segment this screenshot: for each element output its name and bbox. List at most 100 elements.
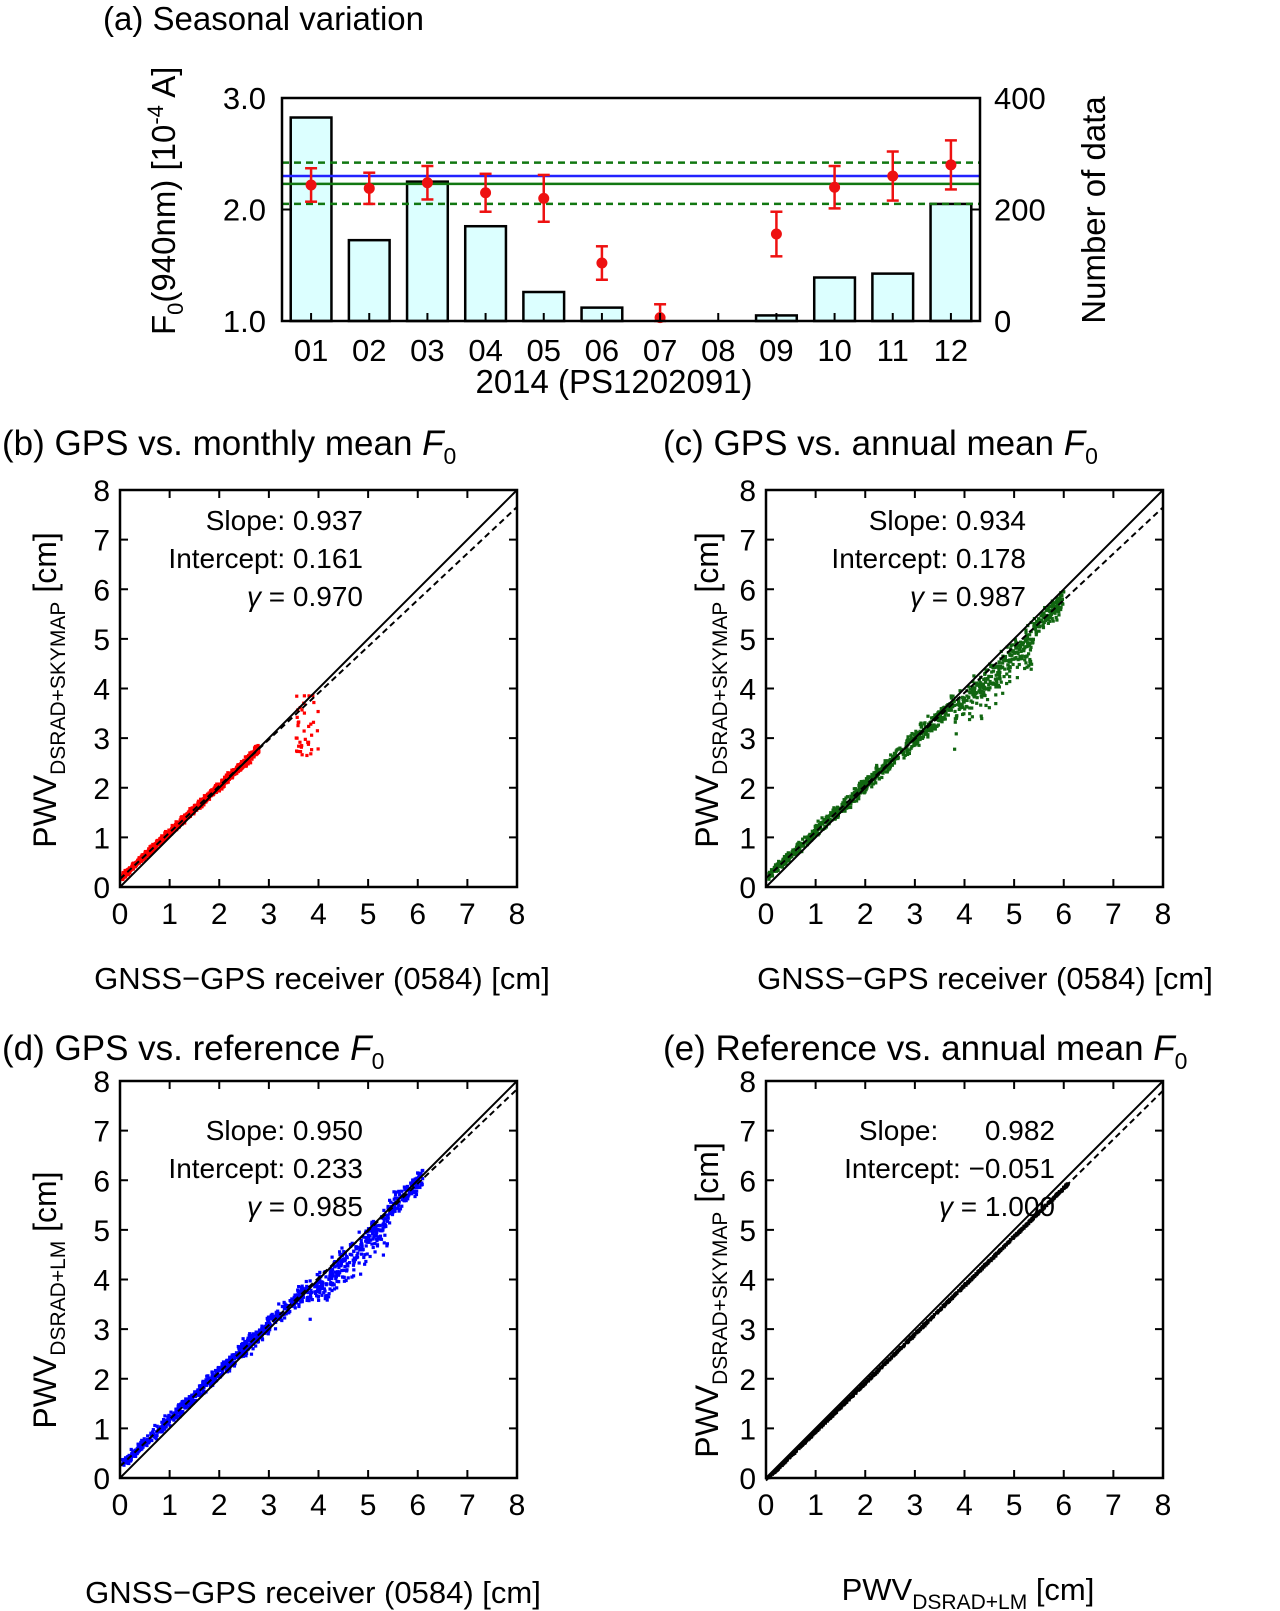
scatter-point xyxy=(923,730,927,734)
scatter-point xyxy=(185,1404,189,1408)
scatter-point xyxy=(315,729,320,733)
scatter-point xyxy=(146,853,150,857)
scatter-point xyxy=(204,1380,208,1384)
scatter-point xyxy=(305,1296,309,1300)
scatter-point xyxy=(983,677,987,681)
scatter-point xyxy=(997,664,1002,668)
scatter-point xyxy=(371,1228,375,1232)
scatter-point xyxy=(812,1431,816,1435)
scatter-point xyxy=(318,1291,322,1295)
x-tick-label: 08 xyxy=(701,333,735,368)
scatter-point xyxy=(417,1175,421,1179)
scatter-point xyxy=(270,1317,274,1321)
x-tick-label: 4 xyxy=(956,1489,973,1522)
scatter-point xyxy=(342,1250,346,1254)
scatter-point xyxy=(271,1314,276,1318)
scatter-point xyxy=(876,775,880,779)
scatter-point xyxy=(342,1279,347,1283)
scatter-point xyxy=(962,712,966,716)
scatter-point xyxy=(386,1216,390,1220)
scatter-point xyxy=(955,714,959,718)
scatter-point xyxy=(311,720,316,724)
scatter-point xyxy=(827,1417,831,1421)
scatter-point xyxy=(787,851,791,855)
scatter-point xyxy=(414,1192,419,1197)
scatter-point xyxy=(874,781,878,785)
scatter-point xyxy=(1025,635,1029,639)
scatter-point xyxy=(880,764,884,768)
scatter-point xyxy=(224,1362,228,1366)
scatter-point xyxy=(937,710,941,714)
scatter-point xyxy=(1040,611,1045,616)
scatter-point xyxy=(949,696,954,700)
scatter-point xyxy=(1023,646,1027,650)
scatter-point xyxy=(134,1454,138,1459)
scatter-point xyxy=(820,816,824,820)
regression-line xyxy=(765,506,1164,879)
scatter-point xyxy=(328,1282,332,1286)
scatter-point xyxy=(332,1287,337,1291)
scatter-point xyxy=(316,747,320,751)
scatter-point xyxy=(346,1276,350,1280)
y-tick-label: 8 xyxy=(739,475,756,508)
scatter-point xyxy=(176,1414,180,1418)
one-to-one-line xyxy=(765,489,1164,888)
scatter-point xyxy=(928,1318,932,1322)
scatter-point xyxy=(307,694,311,698)
scatter-point xyxy=(285,1304,289,1308)
scatter-point xyxy=(935,724,939,728)
scatter-point xyxy=(298,1293,302,1297)
x-tick-label: 11 xyxy=(877,333,909,368)
scatter-point xyxy=(958,689,962,693)
scatter-point xyxy=(963,707,967,711)
scatter-point xyxy=(178,1413,182,1417)
scatter-point xyxy=(1006,667,1010,671)
scatter-point xyxy=(121,870,125,875)
scatter-point xyxy=(986,676,990,681)
scatter-point xyxy=(248,1343,253,1347)
scatter-point xyxy=(400,1189,404,1193)
scatter-point xyxy=(252,753,256,757)
scatter-point xyxy=(1057,613,1061,617)
scatter-point xyxy=(187,1395,191,1399)
scatter-point xyxy=(376,1235,380,1239)
scatter-point xyxy=(172,1411,177,1415)
scatter-point xyxy=(904,741,908,746)
scatter-point xyxy=(230,1353,234,1357)
scatter-point xyxy=(220,779,224,783)
panel-d-x-label: GNSS−GPS receiver (0584) [cm] xyxy=(85,1575,541,1610)
scatter-point xyxy=(980,695,984,699)
scatter-point xyxy=(877,777,881,781)
x-tick-label: 4 xyxy=(956,898,973,931)
scatter-point xyxy=(961,700,966,704)
scatter-point xyxy=(990,670,994,674)
scatter-point xyxy=(1028,657,1032,662)
point-11 xyxy=(887,170,899,182)
scatter-point xyxy=(1060,597,1064,601)
scatter-point xyxy=(833,1411,837,1415)
scatter-point xyxy=(308,1317,312,1321)
scatter-point xyxy=(152,1434,156,1438)
scatter-point xyxy=(998,674,1002,678)
scatter-point xyxy=(919,721,923,725)
scatter-point xyxy=(386,1205,390,1210)
scatter-point xyxy=(253,747,258,752)
scatter-point xyxy=(883,759,887,763)
scatter-point xyxy=(328,1274,332,1278)
scatter-point xyxy=(200,1392,204,1396)
scatter-point xyxy=(130,1451,134,1456)
scatter-point xyxy=(817,822,821,827)
scatter-point xyxy=(303,737,307,741)
scatter-point xyxy=(314,1294,319,1298)
scatter-point xyxy=(131,864,136,868)
panel-c-title: (c) GPS vs. annual mean F0 xyxy=(663,424,1098,469)
scatter-point xyxy=(890,763,894,767)
y-tick-label: 6 xyxy=(739,1165,756,1198)
scatter-point xyxy=(1029,641,1033,645)
scatter-point xyxy=(324,1282,328,1286)
scatter-point xyxy=(306,740,310,745)
scatter-point xyxy=(137,1442,141,1446)
scatter-point xyxy=(315,1284,319,1288)
scatter-point xyxy=(877,767,881,771)
scatter-point xyxy=(982,686,986,690)
